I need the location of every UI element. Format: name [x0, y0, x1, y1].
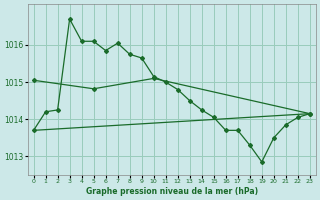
X-axis label: Graphe pression niveau de la mer (hPa): Graphe pression niveau de la mer (hPa) [86, 187, 258, 196]
